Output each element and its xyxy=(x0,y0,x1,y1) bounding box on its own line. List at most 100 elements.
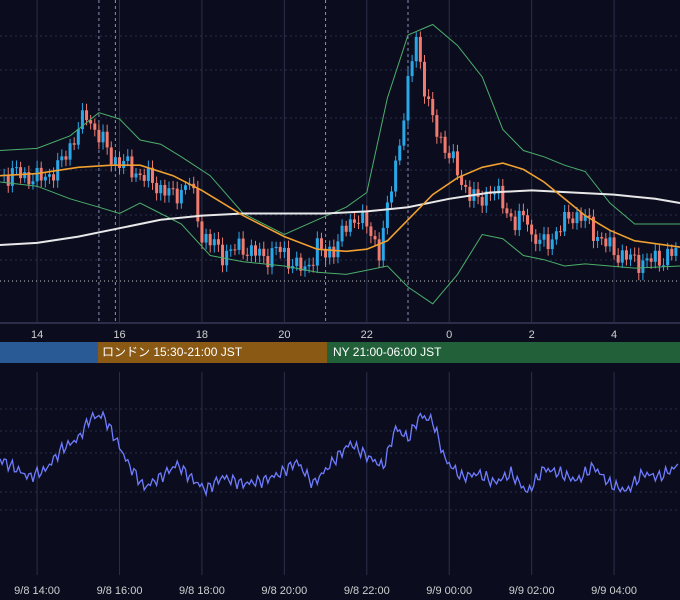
candle-down xyxy=(85,110,89,121)
candle-down xyxy=(27,172,31,185)
candle-up xyxy=(390,191,394,203)
candle-up xyxy=(394,160,398,192)
candle-down xyxy=(633,254,637,256)
candle-up xyxy=(596,237,600,241)
oscillator-panel xyxy=(0,409,679,498)
candle-down xyxy=(278,246,282,253)
candle-up xyxy=(406,76,410,121)
candle-up xyxy=(414,36,418,62)
candle-up xyxy=(68,143,72,160)
candle-down xyxy=(233,249,237,251)
candle-down xyxy=(299,257,303,271)
candle-up xyxy=(31,181,35,185)
candle-down xyxy=(130,156,134,178)
candle-down xyxy=(612,237,616,256)
candle-up xyxy=(204,233,208,243)
candle-up xyxy=(23,172,27,179)
candle-down xyxy=(439,136,443,138)
candle-up xyxy=(113,157,117,165)
candle-up xyxy=(653,250,657,262)
candle-up xyxy=(674,247,678,256)
candle-down xyxy=(571,218,575,224)
candle-down xyxy=(254,245,258,256)
candle-down xyxy=(422,61,426,97)
candle-down xyxy=(513,216,517,231)
candle-up xyxy=(167,188,171,196)
oscillator-time-tick-label: 9/9 00:00 xyxy=(426,585,472,597)
price-time-tick-label: 22 xyxy=(361,329,373,341)
candle-down xyxy=(352,219,356,223)
candle-down xyxy=(155,182,159,194)
candle-down xyxy=(369,226,373,236)
candle-up xyxy=(361,211,365,224)
oscillator-time-tick-label: 9/8 20:00 xyxy=(261,585,307,597)
candle-down xyxy=(460,175,464,185)
candle-down xyxy=(332,246,336,258)
candle-down xyxy=(657,250,661,266)
oscillator-time-tick-label: 9/8 16:00 xyxy=(97,585,143,597)
price-time-tick-label: 16 xyxy=(113,329,125,341)
candle-down xyxy=(138,173,142,176)
candle-up xyxy=(328,246,332,258)
candle-up xyxy=(10,168,14,186)
candle-down xyxy=(72,143,76,145)
candle-down xyxy=(600,237,604,239)
candle-down xyxy=(109,147,113,165)
candle-down xyxy=(509,213,513,217)
candle-up xyxy=(493,193,497,195)
candle-down xyxy=(241,238,245,255)
candle-down xyxy=(604,238,608,247)
oscillator-time-tick-label: 9/8 14:00 xyxy=(14,585,60,597)
candle-up xyxy=(608,237,612,247)
candle-up xyxy=(629,254,633,260)
session-tokyo-band xyxy=(0,342,98,363)
bollinger-upper-line xyxy=(0,23,680,236)
candle-up xyxy=(497,185,501,194)
candle-up xyxy=(43,176,47,181)
candle-down xyxy=(200,221,204,243)
candle-up xyxy=(295,257,299,267)
candle-down xyxy=(526,215,530,225)
candle-down xyxy=(579,212,583,221)
candle-up xyxy=(237,238,241,250)
oscillator-time-axis: 9/8 14:00 9/8 16:00 9/8 18:00 9/8 20:00 9/8 … xyxy=(14,585,637,597)
candle-down xyxy=(443,136,447,153)
candle-up xyxy=(662,265,666,267)
candle-down xyxy=(427,96,431,99)
candle-down xyxy=(89,120,93,124)
candle-up xyxy=(315,238,319,266)
candle-down xyxy=(480,196,484,206)
candle-down xyxy=(365,211,369,227)
candle-up xyxy=(451,151,455,159)
candle-up xyxy=(402,120,406,146)
candle-down xyxy=(262,248,266,257)
candle-down xyxy=(64,156,68,160)
candle-up xyxy=(47,174,51,177)
candle-down xyxy=(19,167,23,179)
candle-up xyxy=(179,189,183,204)
candle-up xyxy=(35,167,39,182)
candle-down xyxy=(118,157,122,168)
price-time-tick-label: 4 xyxy=(611,329,617,341)
price-time-axis: 14 16 18 20 22 0 2 4 xyxy=(0,322,680,342)
candle-down xyxy=(546,234,550,250)
candle-down xyxy=(196,188,200,222)
candle-up xyxy=(270,248,274,268)
oscillator-time-tick-label: 9/9 02:00 xyxy=(509,585,555,597)
candle-down xyxy=(52,174,56,181)
candle-up xyxy=(398,145,402,161)
candle-up xyxy=(258,248,262,256)
candle-down xyxy=(344,225,348,232)
candle-up xyxy=(60,156,64,161)
candle-up xyxy=(554,231,558,240)
short-moving-average-line xyxy=(0,162,680,253)
candle-up xyxy=(575,212,579,224)
candle-down xyxy=(587,215,591,217)
candle-up xyxy=(146,167,150,181)
candle-down xyxy=(319,238,323,249)
candle-down xyxy=(464,184,468,187)
candle-down xyxy=(476,189,480,197)
candle-down xyxy=(431,98,435,116)
candle-up xyxy=(134,173,138,178)
candle-down xyxy=(216,239,220,245)
